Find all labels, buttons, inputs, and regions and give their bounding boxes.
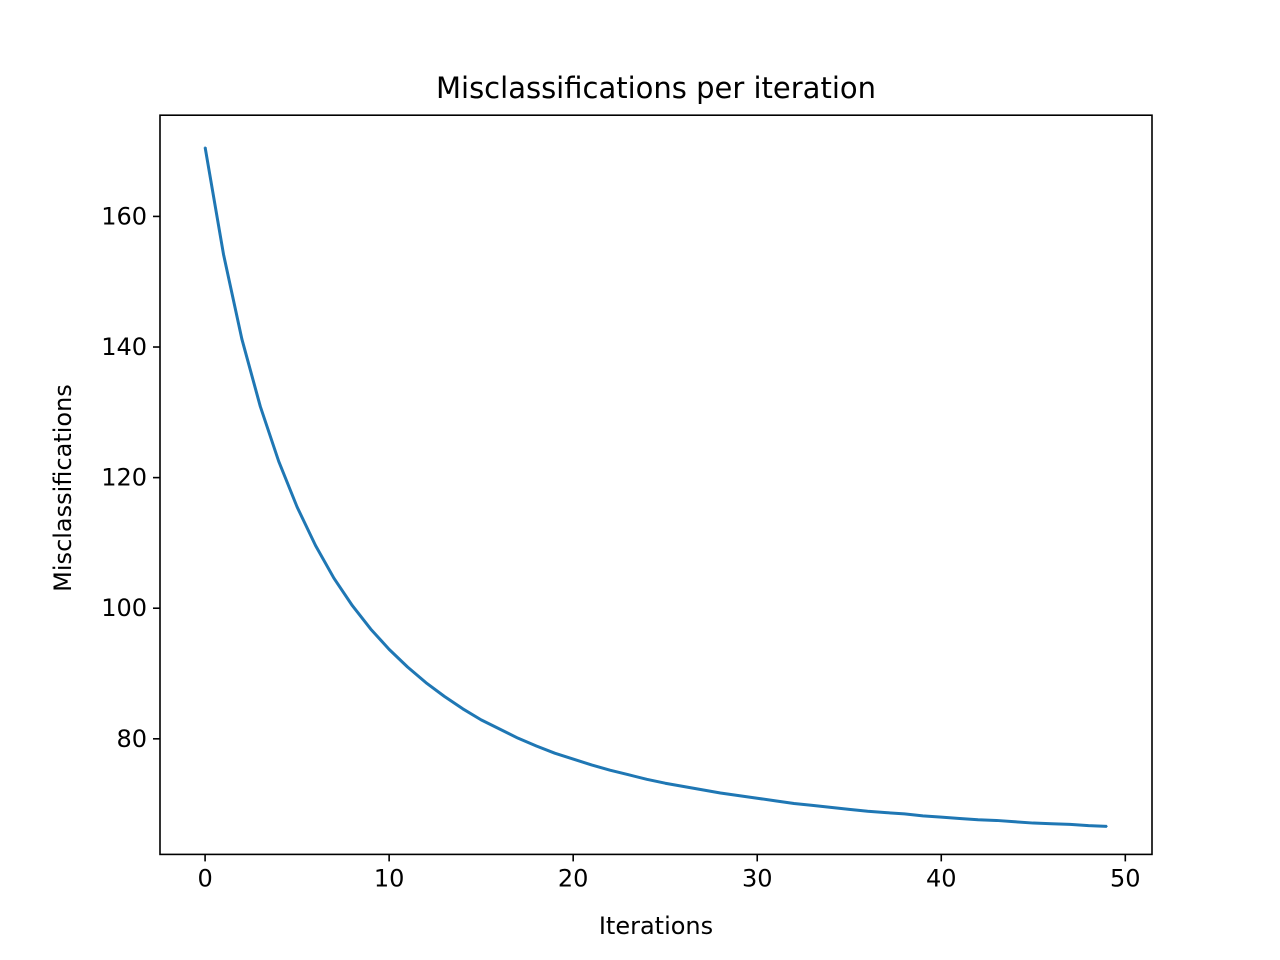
x-tick-label: 10 (374, 864, 405, 892)
data-point (664, 782, 666, 785)
data-point (590, 764, 593, 766)
data-point (977, 818, 979, 821)
data-point (277, 460, 280, 463)
data-point (351, 604, 354, 607)
data-point (866, 810, 869, 813)
plot-area (160, 115, 1152, 855)
plot-frame (159, 114, 1153, 856)
x-tick-label: 20 (558, 864, 589, 892)
data-point (517, 737, 519, 739)
y-tick-label: 80 (116, 725, 147, 753)
data-point (1032, 822, 1035, 824)
data-point (627, 773, 630, 776)
data-point (461, 707, 464, 710)
data-point (903, 813, 906, 815)
data-point (756, 797, 759, 800)
data-point (682, 785, 685, 788)
data-point (609, 769, 611, 771)
data-point (922, 815, 924, 817)
x-axis-label: Iterations (599, 912, 713, 940)
data-point (388, 648, 390, 651)
data-point (1087, 824, 1090, 827)
data-point (830, 806, 832, 809)
data-point (572, 758, 574, 760)
series-layer (203, 146, 1108, 828)
data-point (553, 752, 556, 754)
data-point (940, 816, 943, 818)
data-point (480, 719, 482, 721)
data-point (259, 405, 262, 408)
data-point (793, 802, 795, 805)
axis-ticks: 0 10 20 30 40 50 80 100 120 140 160 (101, 202, 1140, 892)
data-point (425, 681, 427, 684)
data-point (848, 808, 851, 811)
data-point (1069, 823, 1071, 826)
x-tick-label: 50 (1110, 864, 1141, 892)
series-line-0 (203, 146, 1107, 828)
chart-title: Misclassifications per iteration (436, 71, 876, 105)
x-tick-label: 40 (926, 864, 957, 892)
data-point (498, 728, 501, 730)
data-point (774, 800, 777, 802)
y-axis-label: Misclassifications (49, 384, 77, 592)
x-tick-label: 0 (197, 864, 212, 892)
data-point (958, 817, 961, 820)
data-point (1050, 822, 1053, 825)
data-point (369, 628, 372, 630)
y-tick-label: 160 (101, 202, 147, 230)
data-point (885, 811, 887, 814)
data-point (995, 819, 998, 822)
data-point (535, 745, 538, 747)
data-point (646, 778, 648, 781)
y-tick-label: 120 (101, 464, 147, 492)
y-tick-label: 100 (101, 594, 147, 622)
data-point (314, 544, 317, 547)
data-point (333, 577, 335, 579)
data-point (204, 146, 206, 148)
x-tick-label: 30 (742, 864, 773, 892)
data-point (406, 666, 409, 668)
data-point (719, 792, 722, 794)
data-point (1014, 820, 1016, 823)
data-point (738, 794, 740, 797)
data-point (241, 338, 243, 340)
data-point (222, 253, 225, 256)
data-point (443, 695, 446, 698)
data-point (1106, 825, 1108, 828)
data-point (701, 788, 703, 791)
y-tick-label: 140 (101, 333, 147, 361)
data-point (296, 506, 298, 508)
data-point (811, 804, 814, 807)
